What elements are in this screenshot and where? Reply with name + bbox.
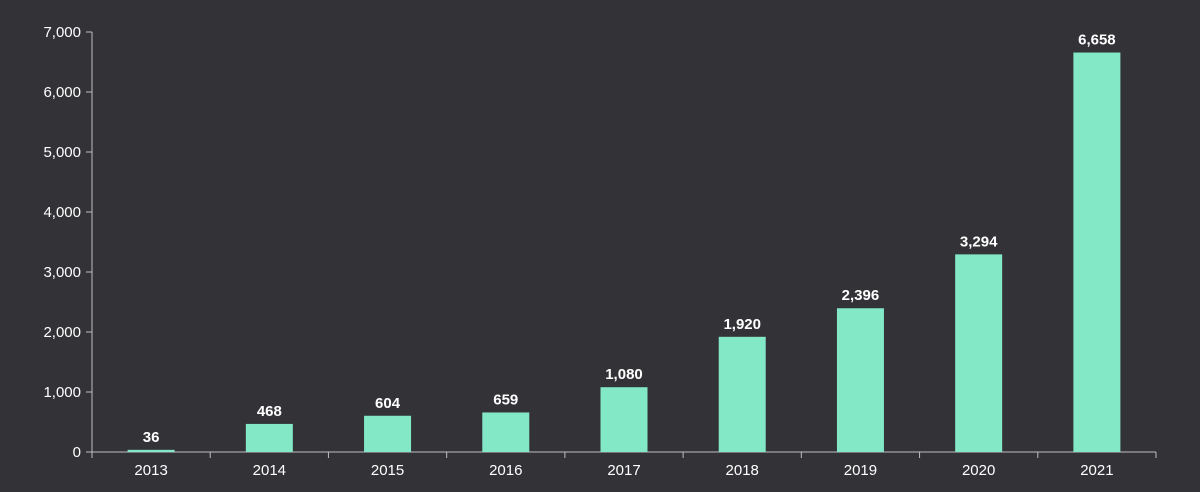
- bar-2014: [245, 423, 293, 452]
- x-tick-label-2014: 2014: [253, 462, 286, 479]
- y-tick-label: 5,000: [43, 144, 81, 161]
- bar-2013: [127, 449, 175, 452]
- data-label-2016: 659: [493, 391, 518, 408]
- x-tick-label-2021: 2021: [1080, 462, 1113, 479]
- bar-2018: [718, 336, 766, 452]
- x-tick-label-2019: 2019: [844, 462, 877, 479]
- y-tick-label: 2,000: [43, 324, 81, 341]
- y-tick-label: 1,000: [43, 384, 81, 401]
- x-tick-label-2016: 2016: [489, 462, 522, 479]
- x-tick-label-2015: 2015: [371, 462, 404, 479]
- bar-2015: [364, 415, 412, 452]
- bar-2016: [482, 412, 530, 452]
- x-tick-label-2018: 2018: [726, 462, 759, 479]
- y-tick-label: 4,000: [43, 204, 81, 221]
- data-label-2013: 36: [143, 429, 160, 446]
- y-tick-label: 0: [73, 444, 81, 461]
- y-tick-label: 6,000: [43, 84, 81, 101]
- data-label-2021: 6,658: [1078, 32, 1116, 49]
- x-tick-label-2013: 2013: [134, 462, 167, 479]
- x-tick-label-2020: 2020: [962, 462, 995, 479]
- data-label-2015: 604: [375, 395, 401, 412]
- y-tick-label: 3,000: [43, 264, 81, 281]
- data-label-2019: 2,396: [842, 287, 880, 304]
- bar-2017: [600, 387, 648, 452]
- y-tick-label: 7,000: [43, 24, 81, 41]
- data-label-2014: 468: [257, 403, 282, 420]
- x-tick-label-2017: 2017: [607, 462, 640, 479]
- data-label-2018: 1,920: [723, 316, 761, 333]
- bar-2020: [955, 254, 1003, 452]
- data-label-2017: 1,080: [605, 366, 643, 383]
- bar-2019: [836, 308, 884, 452]
- data-label-2020: 3,294: [960, 233, 998, 250]
- bar-2021: [1073, 52, 1121, 453]
